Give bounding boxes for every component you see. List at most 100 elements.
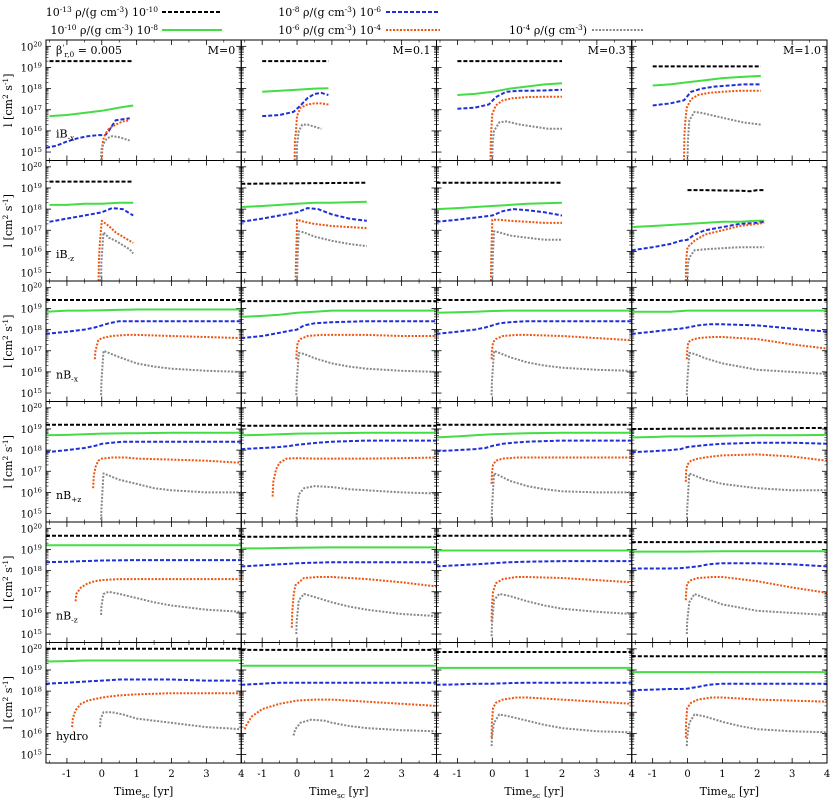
- series-line-2: [436, 320, 632, 335]
- series-group: [631, 299, 827, 396]
- series-line-4: [685, 592, 827, 635]
- y-tick-label: 1018​: [21, 565, 42, 578]
- y-tick-label: 1018​: [21, 83, 42, 96]
- x-tick-label: -1: [648, 769, 658, 780]
- panel-r4-c3: [631, 521, 828, 643]
- row-label: nB+z​: [56, 489, 81, 504]
- y-tick-label: 1018​: [21, 685, 42, 698]
- series-group: [436, 534, 632, 637]
- series-line-3: [684, 696, 827, 738]
- y-tick-label: 1016​: [21, 728, 42, 741]
- panel-frame: [631, 521, 828, 643]
- series-line-0: [631, 426, 827, 430]
- panel-r1-c0: iB-z​: [45, 160, 242, 282]
- series-line-2: [46, 440, 242, 454]
- y-tick-label: 1019​: [21, 664, 42, 677]
- x-tick-label: 4: [238, 769, 244, 780]
- series-line-4: [100, 349, 242, 396]
- y-tick-label: 1019​: [21, 62, 42, 75]
- series-line-1: [631, 219, 765, 229]
- y-axis-label: l [cm2 s-1]: [1, 435, 15, 488]
- series-line-4: [100, 472, 242, 520]
- panel-frame: [631, 642, 828, 764]
- series-line-3: [490, 333, 632, 360]
- series-line-3: [490, 696, 632, 738]
- series-line-2: [49, 207, 134, 223]
- panel-frame: [45, 160, 242, 282]
- series-group: [652, 65, 761, 161]
- x-axis-label: Timesc [yr]: [504, 785, 563, 800]
- series-line-1: [49, 104, 134, 118]
- series-line-4: [686, 110, 761, 161]
- series-line-2: [241, 207, 367, 223]
- x-tick-label: 4: [824, 769, 830, 780]
- panel-frame: [240, 160, 437, 282]
- series-line-3: [489, 95, 562, 161]
- column-label: M=1.0: [783, 44, 821, 57]
- legend-label: 10-6 ρ/(g cm-3) 10-4​: [278, 23, 381, 37]
- series-line-4: [490, 592, 632, 637]
- series-line-2: [262, 91, 329, 118]
- series-line-4: [296, 230, 367, 281]
- y-tick-label: 1017​: [21, 104, 42, 117]
- x-axis-label: Timesc [yr]: [309, 785, 368, 800]
- series-line-1: [436, 431, 632, 439]
- series-line-1: [46, 659, 242, 663]
- series-group: [46, 647, 242, 731]
- series-line-3: [490, 456, 632, 484]
- series-line-2: [46, 678, 242, 685]
- panel-frame: [240, 39, 437, 161]
- y-axis-label: l [cm2 s-1]: [1, 676, 15, 729]
- x-tick-label: 1: [524, 769, 530, 780]
- legend-label: 10-13 ρ/(g cm-3) 10-10​: [46, 5, 158, 19]
- series-line-4: [99, 711, 242, 731]
- y-tick-label: 1020​: [21, 41, 42, 54]
- series-line-1: [631, 433, 827, 439]
- x-tick-label: 3: [789, 769, 795, 780]
- series-group: [46, 60, 134, 161]
- panel-r0-c2: M=0.3: [436, 39, 633, 161]
- x-tick-label: 1: [329, 769, 335, 780]
- series-line-4: [685, 472, 827, 522]
- series-line-4: [295, 485, 437, 522]
- row-label: nB-x​: [56, 369, 79, 384]
- y-tick-label: 1019​: [21, 182, 42, 195]
- panel-r4-c0: nB-z​: [45, 521, 242, 643]
- series-group: [46, 299, 242, 396]
- series-line-3: [92, 456, 242, 489]
- panel-r5-c0: hydro: [45, 642, 242, 764]
- y-tick-label: 1020​: [21, 523, 42, 536]
- panel-frame: [240, 521, 437, 643]
- series-line-4: [100, 135, 130, 161]
- legend-label: 10-10 ρ/(g cm-3) 10-8​: [51, 23, 159, 37]
- panel-r3-c1: [240, 401, 437, 523]
- x-tick-label: 1: [719, 769, 725, 780]
- series-line-3: [683, 89, 761, 161]
- series-line-2: [436, 208, 563, 223]
- series-group: [241, 181, 367, 281]
- x-tick-label: 3: [398, 769, 404, 780]
- series-line-3: [294, 218, 367, 281]
- y-tick-label: 1018​: [21, 444, 42, 457]
- row-label: iB-z​: [56, 248, 74, 263]
- series-line-4: [685, 713, 827, 747]
- series-line-4: [100, 590, 242, 616]
- y-tick-label: 1015​: [21, 267, 42, 280]
- series-line-1: [436, 309, 632, 314]
- series-line-4: [295, 351, 437, 396]
- panel-frame: [240, 642, 437, 764]
- x-tick-label: 3: [594, 769, 600, 780]
- x-axis-label: Timesc [yr]: [114, 785, 173, 800]
- x-tick-label: -1: [257, 769, 267, 780]
- x-tick-label: 2: [559, 769, 565, 780]
- series-group: [241, 535, 437, 635]
- y-tick-label: 1016​: [21, 125, 42, 138]
- column-label: M=0.1: [393, 44, 431, 57]
- series-line-3: [93, 333, 242, 360]
- y-tick-label: 1017​: [21, 586, 42, 599]
- y-tick-label: 1016​: [21, 246, 42, 259]
- x-tick-label: 3: [203, 769, 209, 780]
- y-tick-label: 1019​: [21, 544, 42, 557]
- series-line-2: [46, 320, 242, 335]
- series-line-1: [631, 309, 827, 313]
